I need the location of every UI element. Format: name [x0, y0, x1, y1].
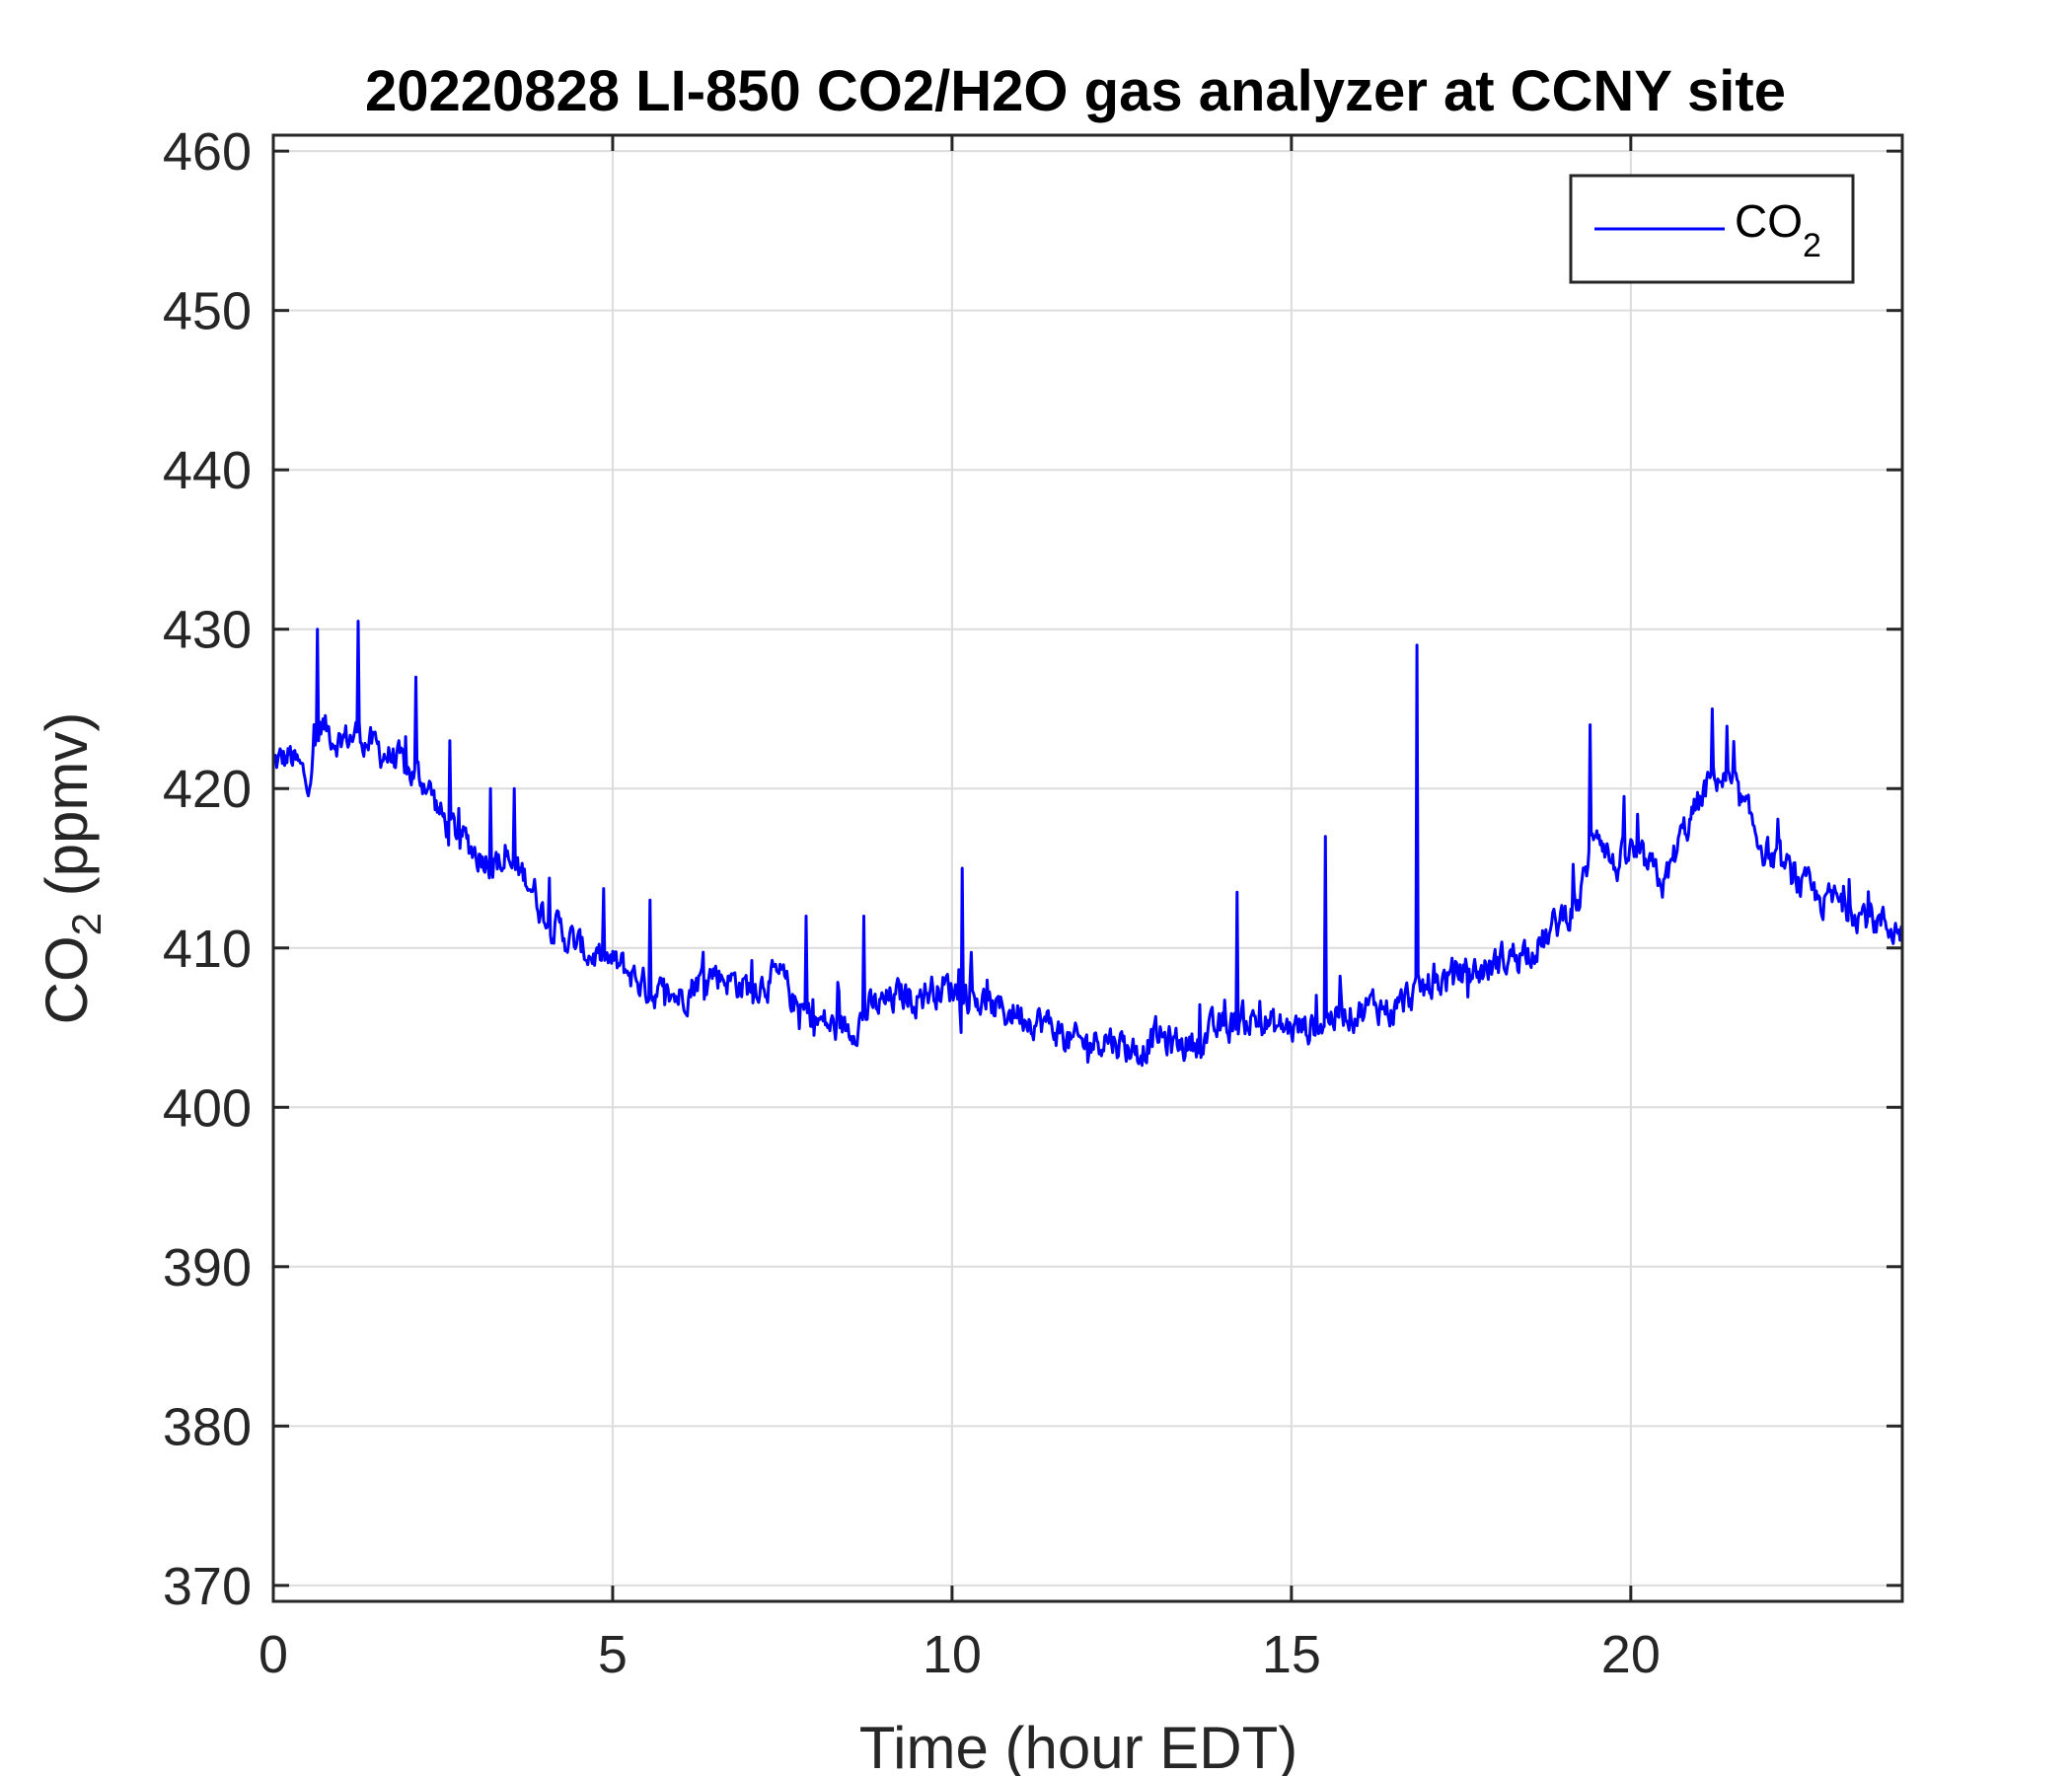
x-tick-label: 15	[1262, 1625, 1321, 1684]
y-tick-label: 430	[163, 601, 252, 660]
legend: CO2	[1569, 174, 1855, 284]
plot-area	[271, 133, 1904, 1603]
y-grid-lines	[273, 150, 1902, 1587]
x-tick-label: 0	[259, 1625, 288, 1684]
y-tick-label: 420	[163, 760, 252, 819]
y-tick-label: 410	[163, 920, 252, 979]
x-tick-label: 5	[598, 1625, 628, 1684]
legend-label-sub: 2	[1803, 227, 1821, 264]
legend-label-main: CO	[1735, 195, 1803, 247]
x-tick-label: 10	[923, 1625, 982, 1684]
y-tick-label: 440	[163, 441, 252, 500]
y-tick-label: 450	[163, 282, 252, 341]
x-axis-label: Time (hour EDT)	[859, 1715, 1298, 1776]
x-grid-lines	[611, 135, 1632, 1601]
x-tick-label: 20	[1601, 1625, 1661, 1684]
y-tick-label: 460	[163, 122, 252, 182]
y-axis-label: CO2 (ppmv)	[34, 712, 110, 1025]
x-tick-labels: 0 5 10 15 20	[259, 1625, 1661, 1684]
plot-frame	[271, 133, 1904, 1603]
y-axis-label-main: CO	[34, 935, 100, 1024]
y-tick-labels: 370 380 390 400 410 420 430 440 450 460	[163, 122, 252, 1616]
y-axis-label-rest: (ppmv)	[34, 712, 100, 913]
y-tick-label: 370	[163, 1557, 252, 1616]
y-axis-ticks	[273, 149, 1902, 1588]
y-tick-label: 390	[163, 1238, 252, 1297]
co2-series-line	[271, 620, 1904, 1068]
y-axis-label-sub: 2	[63, 913, 110, 935]
legend-label: CO2	[1735, 195, 1821, 264]
y-tick-label: 400	[163, 1078, 252, 1138]
chart-title: 20220828 LI-850 CO2/H2O gas analyzer at …	[365, 59, 1786, 123]
x-axis-ticks	[271, 135, 1633, 1601]
y-tick-label: 380	[163, 1397, 252, 1456]
